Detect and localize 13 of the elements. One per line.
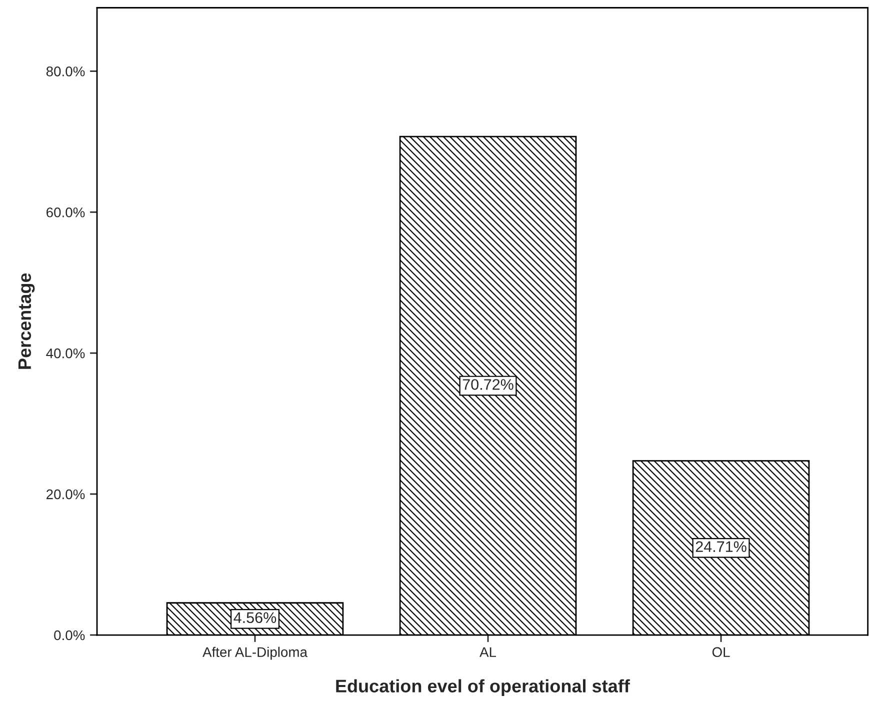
y-tick-label: 40.0% <box>46 348 85 358</box>
x-tick-label: OL <box>712 647 730 658</box>
x-tick-label: AL <box>480 647 496 657</box>
y-tick-label: 0.0% <box>54 630 85 640</box>
y-tick-label: 80.0% <box>46 66 85 76</box>
x-tick-label: After AL-Diploma <box>202 646 308 660</box>
data-label: 4.56% <box>234 612 276 624</box>
y-tick-label: 60.0% <box>46 207 85 218</box>
x-axis-title: Education evel of operational staff <box>336 679 630 696</box>
y-tick-label: 20.0% <box>46 489 85 500</box>
y-axis-title: Percentage <box>18 273 35 369</box>
data-label: 70.72% <box>462 379 514 390</box>
data-label: 24.71% <box>696 541 746 552</box>
